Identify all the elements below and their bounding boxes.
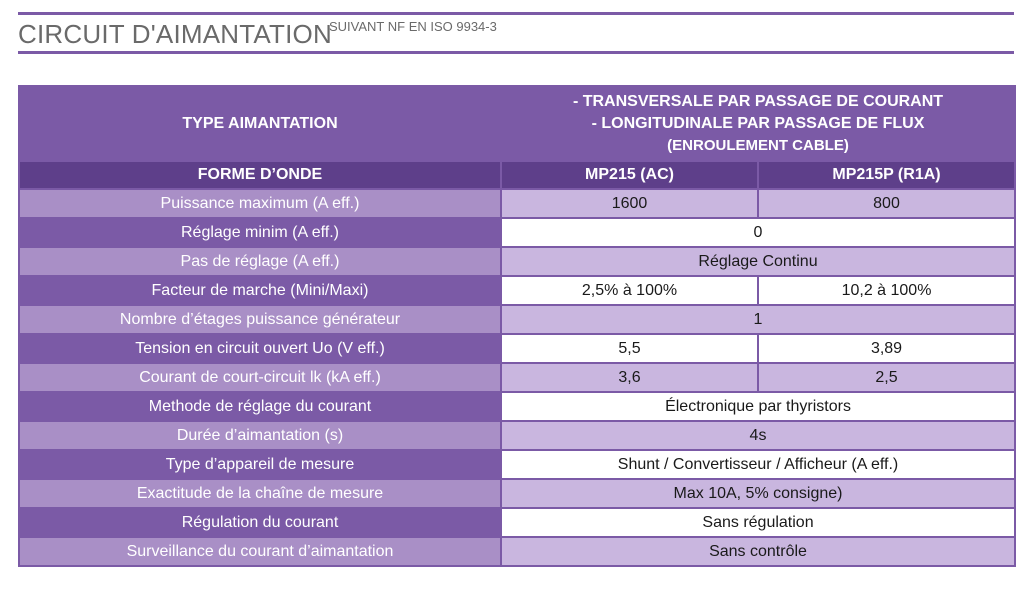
row-label: Pas de réglage (A eff.) [18, 246, 502, 277]
row-value-mp215p: 3,89 [756, 333, 1017, 364]
row-value-shared: Max 10A, 5% consigne) [499, 478, 1017, 509]
table-row: Réglage minim (A eff.) 0 [18, 217, 1017, 248]
model-2-header: MP215P (R1A) [756, 160, 1017, 190]
table-row: Tension en circuit ouvert Uo (V eff.) 5,… [18, 333, 1017, 364]
table-row: Surveillance du courant d’aimantation Sa… [18, 536, 1017, 567]
waveform-label: FORME D’ONDE [18, 160, 502, 190]
table-row: Puissance maximum (A eff.) 1600 800 [18, 188, 1017, 219]
row-label: Puissance maximum (A eff.) [18, 188, 502, 219]
row-label: Réglage minim (A eff.) [18, 217, 502, 248]
page-subtitle: SUIVANT NF EN ISO 9934-3 [329, 19, 497, 34]
bottom-rule [18, 51, 1014, 54]
row-value-mp215: 3,6 [500, 362, 759, 393]
row-value-shared: 1 [499, 304, 1017, 335]
table-row: Régulation du courant Sans régulation [18, 507, 1017, 538]
row-value-shared: Sans régulation [499, 507, 1017, 538]
type-line-3: (ENROULEMENT CABLE) [667, 136, 849, 154]
model-1-header: MP215 (AC) [500, 160, 759, 190]
row-label: Régulation du courant [18, 507, 502, 538]
row-label: Courant de court-circuit lk (kA eff.) [18, 362, 502, 393]
row-value-mp215p: 800 [756, 188, 1017, 219]
row-label: Type d’appareil de mesure [18, 449, 502, 480]
table-row: Courant de court-circuit lk (kA eff.) 3,… [18, 362, 1017, 393]
table-row: Facteur de marche (Mini/Maxi) 2,5% à 100… [18, 275, 1017, 306]
row-label: Methode de réglage du courant [18, 391, 502, 422]
type-line-1: - TRANSVERSALE PAR PASSAGE DE COURANT [572, 92, 944, 110]
row-value-mp215: 2,5% à 100% [500, 275, 759, 306]
row-label: Facteur de marche (Mini/Maxi) [18, 275, 502, 306]
row-value-mp215p: 2,5 [756, 362, 1017, 393]
row-value-shared: 0 [499, 217, 1017, 248]
header-row-waveform: FORME D’ONDE MP215 (AC) MP215P (R1A) [18, 160, 1017, 190]
type-aimantation-label: TYPE AIMANTATION [18, 85, 502, 162]
table-row: Exactitude de la chaîne de mesure Max 10… [18, 478, 1017, 509]
spec-table: TYPE AIMANTATION - TRANSVERSALE PAR PASS… [18, 85, 1017, 567]
page-title: CIRCUIT D'AIMANTATION [18, 19, 332, 49]
row-value-shared: Électronique par thyristors [499, 391, 1017, 422]
type-aimantation-description: - TRANSVERSALE PAR PASSAGE DE COURANT - … [499, 85, 1017, 162]
table-row: Pas de réglage (A eff.) Réglage Continu [18, 246, 1017, 277]
row-label: Exactitude de la chaîne de mesure [18, 478, 502, 509]
row-label: Tension en circuit ouvert Uo (V eff.) [18, 333, 502, 364]
row-value-mp215: 1600 [500, 188, 759, 219]
table-row: Durée d’aimantation (s) 4s [18, 420, 1017, 451]
row-value-shared: Shunt / Convertisseur / Afficheur (A eff… [499, 449, 1017, 480]
row-label: Nombre d’étages puissance générateur [18, 304, 502, 335]
row-value-mp215p: 10,2 à 100% [756, 275, 1017, 306]
row-label: Surveillance du courant d’aimantation [18, 536, 502, 567]
row-value-shared: 4s [499, 420, 1017, 451]
row-value-shared: Sans contrôle [499, 536, 1017, 567]
row-value-shared: Réglage Continu [499, 246, 1017, 277]
row-value-mp215: 5,5 [500, 333, 759, 364]
top-rule [18, 12, 1014, 15]
table-row: Methode de réglage du courant Électroniq… [18, 391, 1017, 422]
type-line-2: - LONGITUDINALE PAR PASSAGE DE FLUX [591, 114, 925, 132]
table-row: Nombre d’étages puissance générateur 1 [18, 304, 1017, 335]
table-row: Type d’appareil de mesure Shunt / Conver… [18, 449, 1017, 480]
header-row-type: TYPE AIMANTATION - TRANSVERSALE PAR PASS… [18, 85, 1017, 162]
row-label: Durée d’aimantation (s) [18, 420, 502, 451]
